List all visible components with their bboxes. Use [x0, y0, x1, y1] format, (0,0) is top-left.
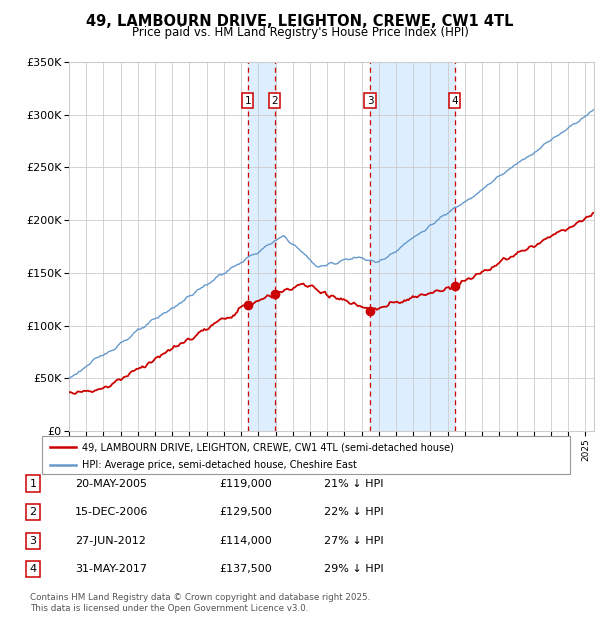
- Text: 2: 2: [272, 95, 278, 106]
- Text: £119,000: £119,000: [219, 479, 272, 489]
- Text: 4: 4: [451, 95, 458, 106]
- Text: HPI: Average price, semi-detached house, Cheshire East: HPI: Average price, semi-detached house,…: [82, 461, 356, 471]
- Text: 49, LAMBOURN DRIVE, LEIGHTON, CREWE, CW1 4TL: 49, LAMBOURN DRIVE, LEIGHTON, CREWE, CW1…: [86, 14, 514, 29]
- Text: 3: 3: [367, 95, 373, 106]
- Text: £137,500: £137,500: [219, 564, 272, 574]
- Text: 49, LAMBOURN DRIVE, LEIGHTON, CREWE, CW1 4TL (semi-detached house): 49, LAMBOURN DRIVE, LEIGHTON, CREWE, CW1…: [82, 443, 454, 453]
- Text: 31-MAY-2017: 31-MAY-2017: [75, 564, 147, 574]
- Text: 4: 4: [29, 564, 37, 574]
- Text: Contains HM Land Registry data © Crown copyright and database right 2025.
This d: Contains HM Land Registry data © Crown c…: [30, 593, 370, 613]
- Bar: [370, 62, 455, 431]
- Bar: [248, 62, 275, 431]
- Text: 27-JUN-2012: 27-JUN-2012: [75, 536, 146, 546]
- Text: 15-DEC-2006: 15-DEC-2006: [75, 507, 148, 517]
- Text: 1: 1: [244, 95, 251, 106]
- Text: 20-MAY-2005: 20-MAY-2005: [75, 479, 147, 489]
- Text: 27% ↓ HPI: 27% ↓ HPI: [324, 536, 383, 546]
- Text: 3: 3: [29, 536, 37, 546]
- Text: 21% ↓ HPI: 21% ↓ HPI: [324, 479, 383, 489]
- Text: £129,500: £129,500: [219, 507, 272, 517]
- Text: 1: 1: [29, 479, 37, 489]
- Text: 2: 2: [29, 507, 37, 517]
- Text: 29% ↓ HPI: 29% ↓ HPI: [324, 564, 383, 574]
- Text: Price paid vs. HM Land Registry's House Price Index (HPI): Price paid vs. HM Land Registry's House …: [131, 26, 469, 39]
- Text: £114,000: £114,000: [219, 536, 272, 546]
- Text: 22% ↓ HPI: 22% ↓ HPI: [324, 507, 383, 517]
